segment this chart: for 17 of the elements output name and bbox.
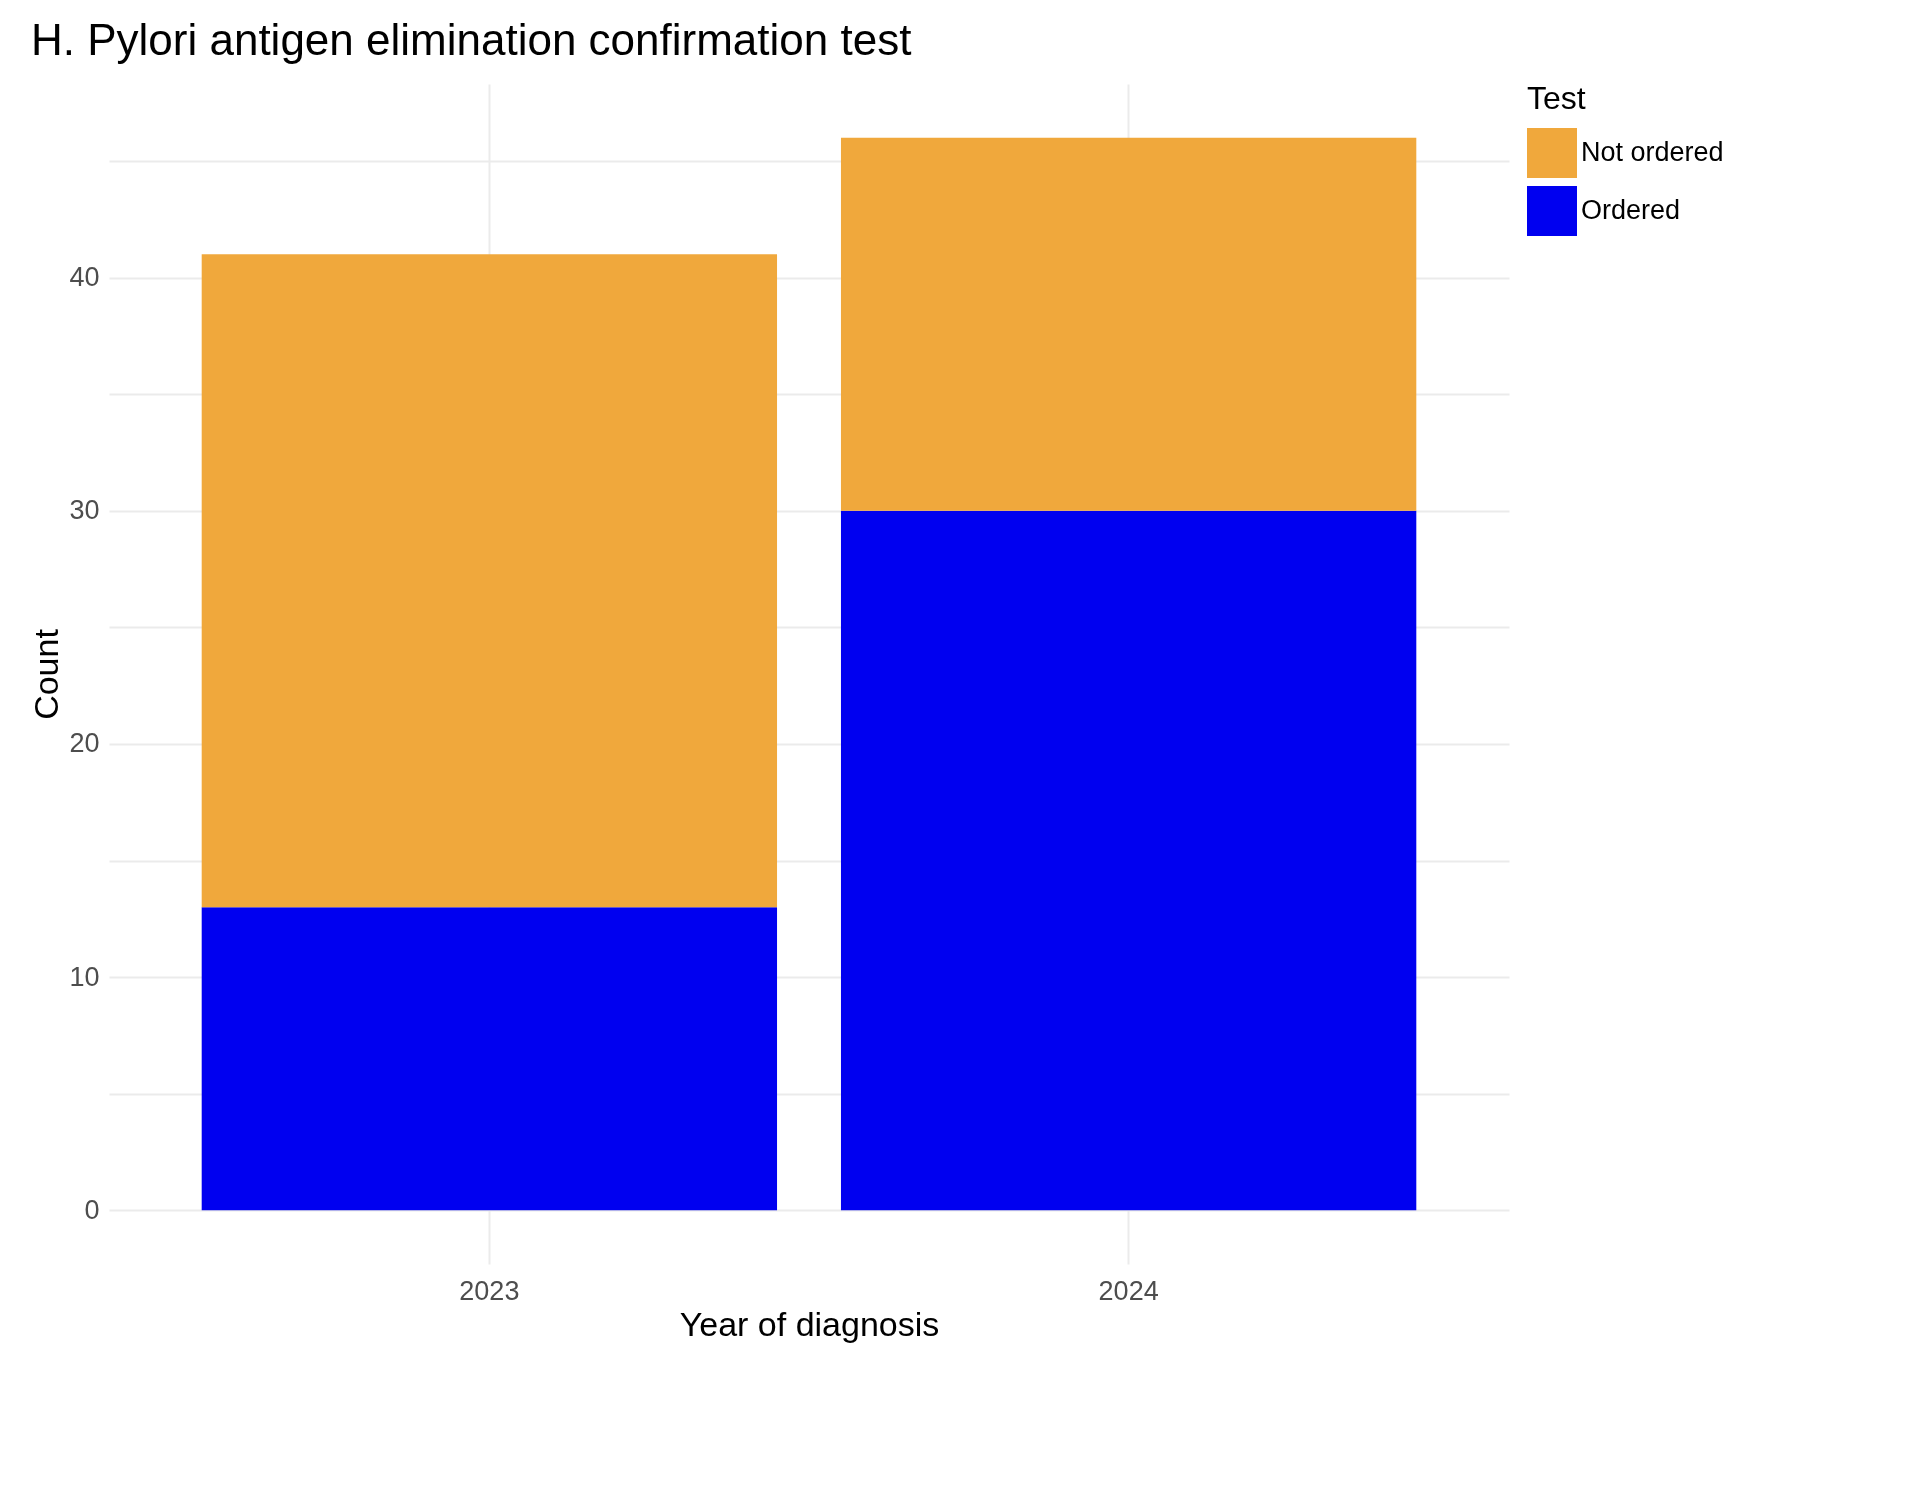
legend-label: Not ordered: [1581, 137, 1724, 167]
legend-title: Test: [1527, 80, 1586, 116]
x-axis-title: Year of diagnosis: [679, 1304, 940, 1343]
x-tick-label: 2023: [459, 1275, 520, 1306]
bar: [201, 907, 778, 1211]
x-tick-label: 2024: [1098, 1275, 1159, 1306]
y-tick-label: 40: [69, 262, 100, 293]
legend-label: Ordered: [1581, 195, 1681, 225]
y-tick-label: 0: [84, 1194, 100, 1225]
y-tick-label: 30: [69, 495, 100, 526]
y-axis-title: Count: [27, 628, 66, 720]
y-tick-label: 20: [69, 728, 100, 759]
bar: [840, 137, 1417, 511]
chart-title: H. Pylori antigen elimination confirmation test: [30, 15, 912, 64]
y-tick-label: 10: [69, 961, 100, 992]
bar: [840, 510, 1417, 1211]
bar: [201, 254, 778, 908]
